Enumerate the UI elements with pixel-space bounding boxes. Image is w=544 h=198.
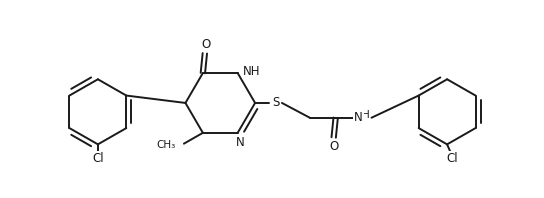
Text: N: N bbox=[354, 111, 363, 124]
Text: S: S bbox=[273, 96, 280, 109]
Text: O: O bbox=[329, 140, 338, 153]
Text: NH: NH bbox=[243, 65, 261, 78]
Text: CH₃: CH₃ bbox=[157, 140, 176, 150]
Text: Cl: Cl bbox=[446, 152, 458, 165]
Text: O: O bbox=[201, 38, 211, 51]
Text: Cl: Cl bbox=[92, 152, 104, 165]
Text: H: H bbox=[362, 110, 369, 120]
Text: N: N bbox=[236, 136, 245, 149]
